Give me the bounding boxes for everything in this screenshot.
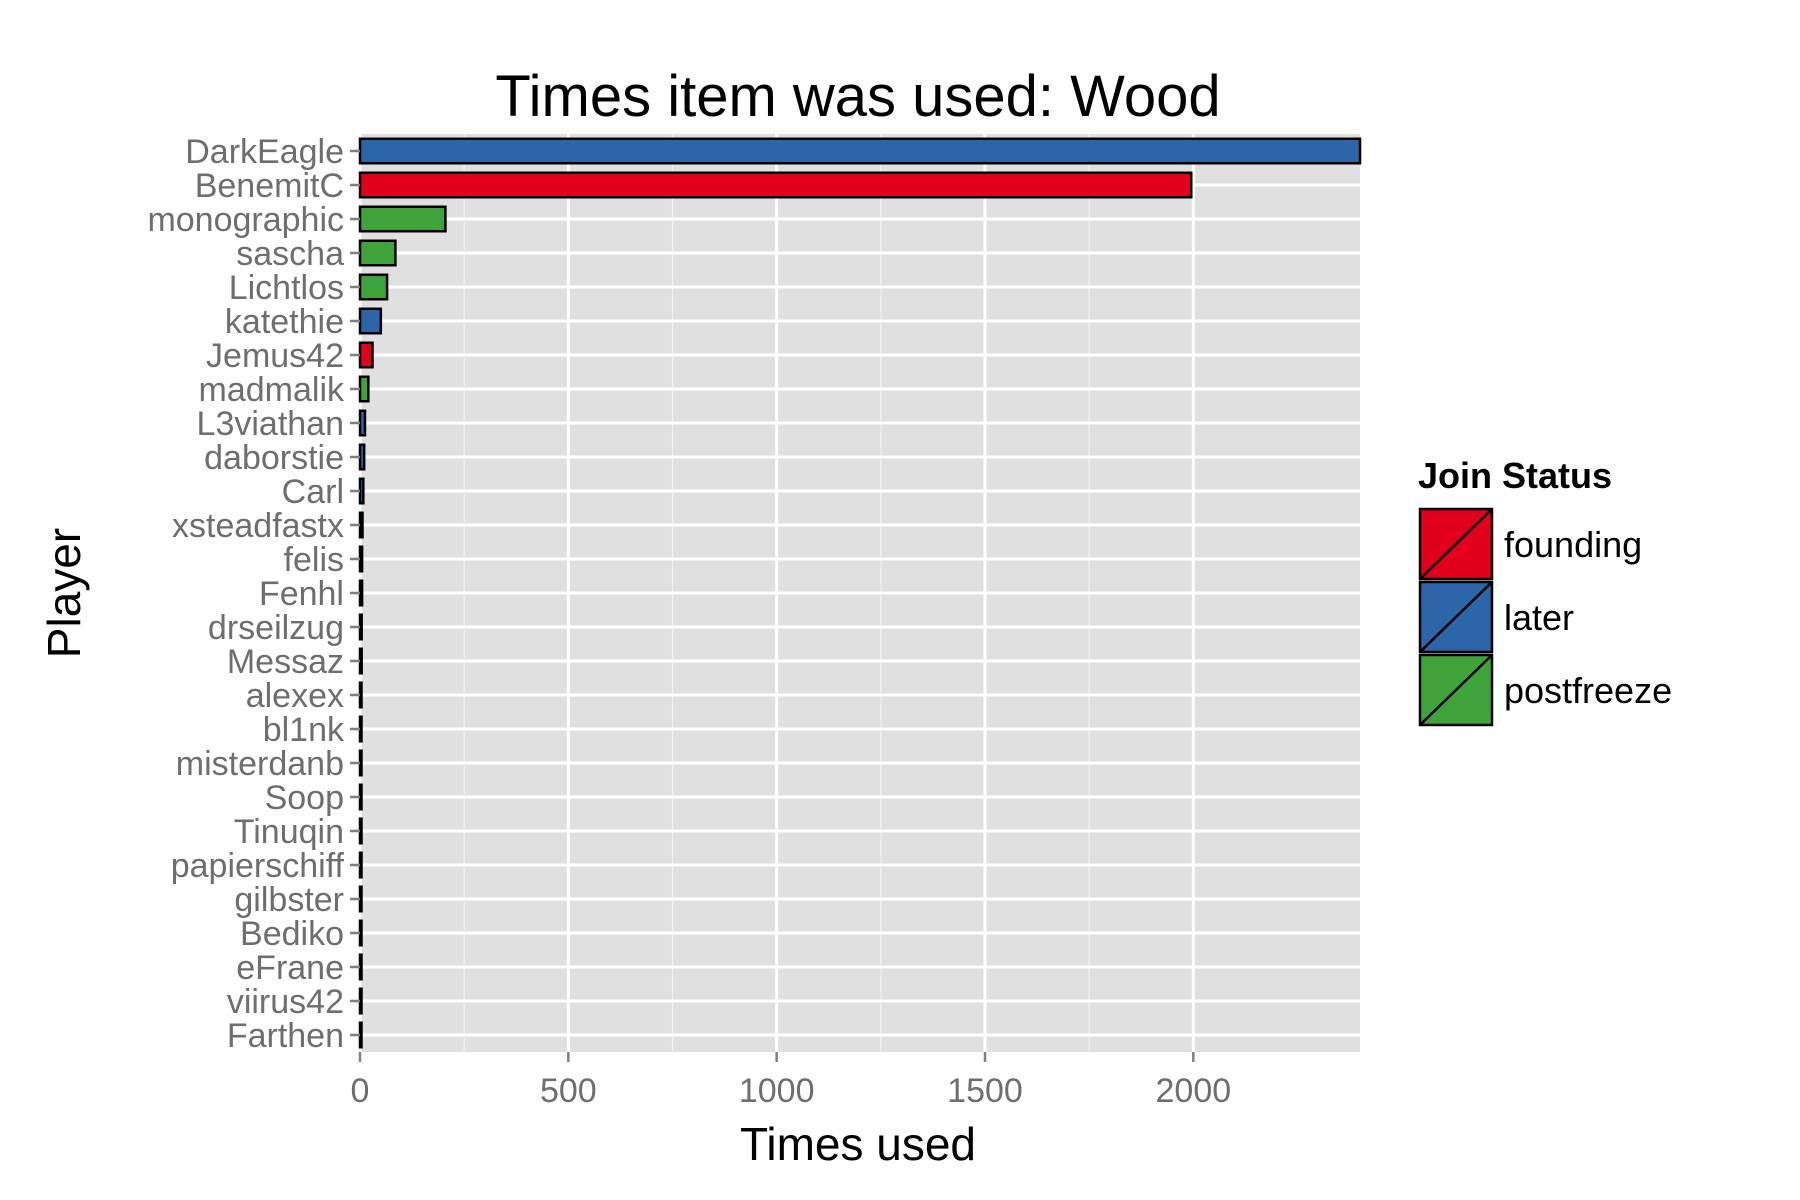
y-tick-label: felis bbox=[284, 541, 344, 579]
chart-title: Times item was used: Wood bbox=[495, 64, 1220, 129]
bar-Tinuqin bbox=[358, 817, 363, 845]
bar-Messaz bbox=[358, 647, 363, 675]
bar-gilbster bbox=[358, 885, 363, 913]
y-axis-ticks: DarkEagleBenemitCmonographicsaschaLichtl… bbox=[147, 133, 360, 1055]
bar-madmalik bbox=[358, 375, 370, 403]
bar-Carl bbox=[358, 477, 365, 505]
x-tick-label: 500 bbox=[540, 1072, 597, 1110]
legend: Join Status founding later postfreeze bbox=[1418, 455, 1672, 727]
legend-items: founding later postfreeze bbox=[1418, 507, 1672, 727]
y-tick-label: alexex bbox=[246, 677, 344, 715]
y-tick-label: misterdanb bbox=[176, 745, 344, 783]
y-tick-label: drseilzug bbox=[208, 609, 344, 647]
bar-katethie bbox=[358, 307, 383, 335]
y-tick-label: DarkEagle bbox=[185, 133, 344, 171]
bar-eFrane bbox=[358, 953, 363, 981]
y-tick-label: viirus42 bbox=[227, 983, 344, 1021]
bar-Bediko bbox=[358, 919, 363, 947]
y-tick-label: L3viathan bbox=[197, 405, 344, 443]
y-tick-label: BenemitC bbox=[195, 167, 344, 205]
x-axis-ticks: 0 500 1000 1500 2000 bbox=[351, 1052, 1232, 1110]
y-tick-label: gilbster bbox=[234, 881, 344, 919]
bar-drseilzug bbox=[358, 613, 363, 641]
x-tick-label: 2000 bbox=[1156, 1072, 1232, 1110]
y-tick-label: Farthen bbox=[227, 1017, 344, 1055]
y-tick-label: Lichtlos bbox=[229, 269, 344, 307]
bar-Soop bbox=[358, 783, 363, 811]
bar-sascha bbox=[358, 239, 397, 267]
bar-alexex bbox=[358, 681, 363, 709]
bar-bl1nk bbox=[358, 715, 363, 743]
legend-label-postfreeze: postfreeze bbox=[1504, 670, 1672, 711]
y-tick-label: eFrane bbox=[236, 949, 344, 987]
y-axis-title: Player bbox=[38, 528, 90, 658]
bars bbox=[358, 137, 1362, 1049]
y-tick-label: xsteadfastx bbox=[172, 507, 344, 545]
bar-misterdanb bbox=[358, 749, 363, 777]
y-tick-label: Bediko bbox=[240, 915, 344, 953]
bar-viirus42 bbox=[358, 987, 363, 1015]
bar-papierschiff bbox=[358, 851, 363, 879]
y-tick-label: Carl bbox=[282, 473, 344, 511]
x-tick-label: 1500 bbox=[947, 1072, 1023, 1110]
y-tick-label: sascha bbox=[236, 235, 344, 273]
bar-monographic bbox=[358, 205, 447, 233]
legend-key-diagonal bbox=[1419, 654, 1493, 726]
y-tick-label: Fenhl bbox=[259, 575, 344, 613]
y-tick-label: Soop bbox=[265, 779, 344, 817]
y-tick-label: Jemus42 bbox=[206, 337, 344, 375]
legend-key-diagonal bbox=[1419, 581, 1493, 653]
bar-felis bbox=[358, 545, 364, 573]
legend-key-diagonal bbox=[1419, 508, 1493, 580]
legend-label-later: later bbox=[1504, 597, 1574, 638]
x-axis-title: Times used bbox=[740, 1118, 976, 1170]
bar-xsteadfastx bbox=[358, 511, 364, 539]
x-tick-label: 0 bbox=[351, 1072, 370, 1110]
y-tick-label: katethie bbox=[225, 303, 344, 341]
bar-Fenhl bbox=[358, 579, 364, 607]
y-tick-label: Messaz bbox=[227, 643, 344, 681]
bar-BenemitC bbox=[358, 171, 1193, 199]
y-tick-label: Tinuqin bbox=[234, 813, 344, 851]
y-tick-label: bl1nk bbox=[263, 711, 345, 749]
x-tick-label: 1000 bbox=[739, 1072, 815, 1110]
y-tick-label: madmalik bbox=[199, 371, 345, 409]
bar-Farthen bbox=[358, 1021, 363, 1049]
bar-Lichtlos bbox=[358, 273, 389, 301]
y-tick-label: monographic bbox=[147, 201, 344, 239]
legend-label-founding: founding bbox=[1504, 524, 1642, 565]
bar-L3viathan bbox=[358, 409, 367, 437]
y-tick-label: daborstie bbox=[204, 439, 344, 477]
y-tick-label: papierschiff bbox=[171, 847, 345, 885]
bar-DarkEagle bbox=[358, 137, 1362, 165]
legend-title: Join Status bbox=[1418, 455, 1612, 496]
bar-daborstie bbox=[358, 443, 366, 471]
bar-Jemus42 bbox=[358, 341, 374, 369]
